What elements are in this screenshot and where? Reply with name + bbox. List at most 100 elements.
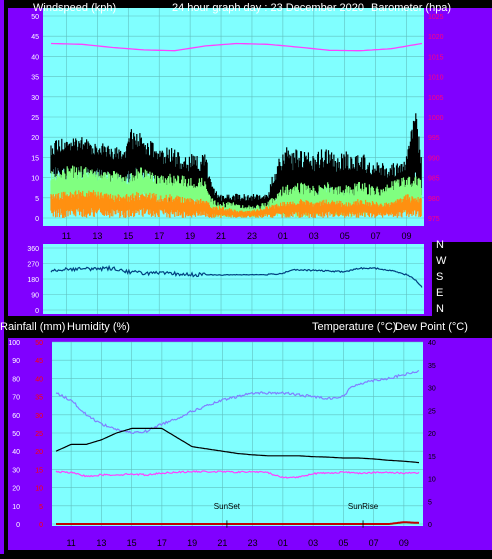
direction-compass-label: W: [436, 255, 447, 267]
rain-tick-label: 25: [35, 431, 43, 438]
baro-right-tick-label: 1010: [428, 75, 444, 82]
rain-tick-label: 0: [39, 522, 43, 529]
baro-right-tick-label: 980: [428, 196, 440, 203]
temp-x-tick-label: 23: [248, 538, 258, 548]
baro-right-tick-label: 1000: [428, 115, 444, 122]
direction-tick-label: 90: [31, 293, 39, 300]
temperature-tick-label: 0: [428, 522, 432, 529]
direction-tick-label: 0: [35, 308, 39, 315]
series-wind-average: [50, 190, 422, 218]
wind-x-tick-label: 19: [185, 231, 195, 241]
series-wind-dir: [50, 264, 423, 288]
rain-tick-label: 20: [35, 449, 43, 456]
direction-compass-label: S: [436, 271, 443, 283]
wind-axis-labels: 0510152025303540455097598098599099510001…: [31, 14, 443, 241]
wind-x-tick-label: 15: [123, 231, 133, 241]
humidity-tick-label: 30: [12, 467, 20, 474]
baro-right-tick-label: 1025: [428, 14, 444, 21]
temp-x-tick-label: 13: [96, 538, 106, 548]
wind-x-tick-label: 13: [92, 231, 102, 241]
direction-compass-label: N: [436, 239, 444, 251]
temperature-tick-label: 5: [428, 499, 432, 506]
wind-left-tick-label: 25: [31, 115, 39, 122]
wind-left-axis-title: Windspeed (kph): [33, 2, 116, 14]
humidity-tick-label: 60: [12, 413, 20, 420]
temp-x-tick-label: 11: [66, 538, 75, 548]
baro-right-tick-label: 985: [428, 176, 440, 183]
sun-event-label: SunRise: [348, 502, 379, 511]
direction-compass-label: N: [436, 303, 444, 315]
wind-left-tick-label: 30: [31, 95, 39, 102]
series-barometer: [50, 42, 423, 52]
temperature-tick-label: 25: [428, 408, 436, 415]
rainfall-axis-title: Rainfall (mm): [0, 321, 65, 333]
humidity-axis-title: Humidity (%): [67, 321, 130, 333]
temp-x-tick-label: 03: [308, 538, 318, 548]
humidity-tick-label: 50: [12, 431, 20, 438]
temperature-tick-label: 20: [428, 431, 436, 438]
baro-right-tick-label: 990: [428, 155, 440, 162]
series-dew-point: [55, 470, 420, 479]
wind-x-tick-label: 21: [216, 231, 226, 241]
humidity-tick-label: 20: [12, 486, 20, 493]
direction-tick-label: 360: [27, 246, 39, 253]
rain-tick-label: 45: [35, 358, 43, 365]
series-humidity: [55, 370, 420, 435]
sun-event-label: SunSet: [214, 502, 241, 511]
baro-right-tick-label: 1020: [428, 34, 444, 41]
humidity-tick-label: 10: [12, 504, 20, 511]
direction-series-layer: [50, 264, 423, 288]
wind-left-tick-label: 40: [31, 54, 39, 61]
wind-left-tick-label: 5: [35, 196, 39, 203]
wind-left-tick-label: 15: [31, 155, 39, 162]
wind-x-tick-label: 17: [154, 231, 164, 241]
temp-x-tick-label: 17: [157, 538, 167, 548]
rain-tick-label: 40: [35, 376, 43, 383]
chart-title: 24 hour graph day : 23 December 2020: [172, 2, 364, 14]
wind-x-tick-label: 11: [62, 231, 71, 241]
temp-x-tick-label: 21: [217, 538, 227, 548]
rain-tick-label: 35: [35, 395, 43, 402]
temp-x-tick-label: 09: [399, 538, 409, 548]
direction-tick-label: 270: [27, 262, 39, 269]
baro-right-tick-label: 975: [428, 216, 440, 223]
humidity-tick-label: 40: [12, 449, 20, 456]
wind-right-axis-title: Barometer (hpa): [371, 2, 451, 14]
series-temperature: [55, 427, 420, 464]
humidity-tick-label: 0: [16, 522, 20, 529]
series-rainfall: [56, 521, 420, 525]
humidity-tick-label: 70: [12, 395, 20, 402]
temperature-tick-label: 40: [428, 340, 436, 347]
temperature-tick-label: 30: [428, 386, 436, 393]
rain-tick-label: 15: [35, 467, 43, 474]
temperature-tick-label: 10: [428, 477, 436, 484]
wind-panel-right-frame: [432, 8, 492, 242]
temperature-tick-label: 15: [428, 454, 436, 461]
temp-x-tick-label: 07: [369, 538, 379, 548]
temperature-tick-label: 35: [428, 363, 436, 370]
wind-left-tick-label: 45: [31, 34, 39, 41]
temperature-plot-area: [52, 342, 423, 526]
direction-tick-label: 180: [27, 277, 39, 284]
temp-x-tick-label: 05: [338, 538, 348, 548]
wind-left-tick-label: 10: [31, 176, 39, 183]
wind-x-tick-label: 07: [371, 231, 381, 241]
wind-x-tick-label: 09: [402, 231, 412, 241]
humidity-tick-label: 90: [12, 358, 20, 365]
left-frame-strip: [0, 0, 4, 554]
wind-series-layer: [50, 42, 423, 218]
humidity-tick-label: 80: [12, 376, 20, 383]
baro-right-tick-label: 1005: [428, 95, 444, 102]
baro-right-tick-label: 995: [428, 135, 440, 142]
direction-grid: [43, 244, 424, 314]
direction-compass-label: E: [436, 287, 443, 299]
baro-right-tick-label: 1015: [428, 54, 444, 61]
wind-x-tick-label: 23: [247, 231, 257, 241]
temperature-series-layer: [55, 370, 420, 525]
humidity-tick-label: 100: [8, 340, 20, 347]
temperature-axis-title: Temperature (°C): [312, 321, 396, 333]
temp-x-tick-label: 19: [187, 538, 197, 548]
temp-x-tick-label: 01: [278, 538, 288, 548]
